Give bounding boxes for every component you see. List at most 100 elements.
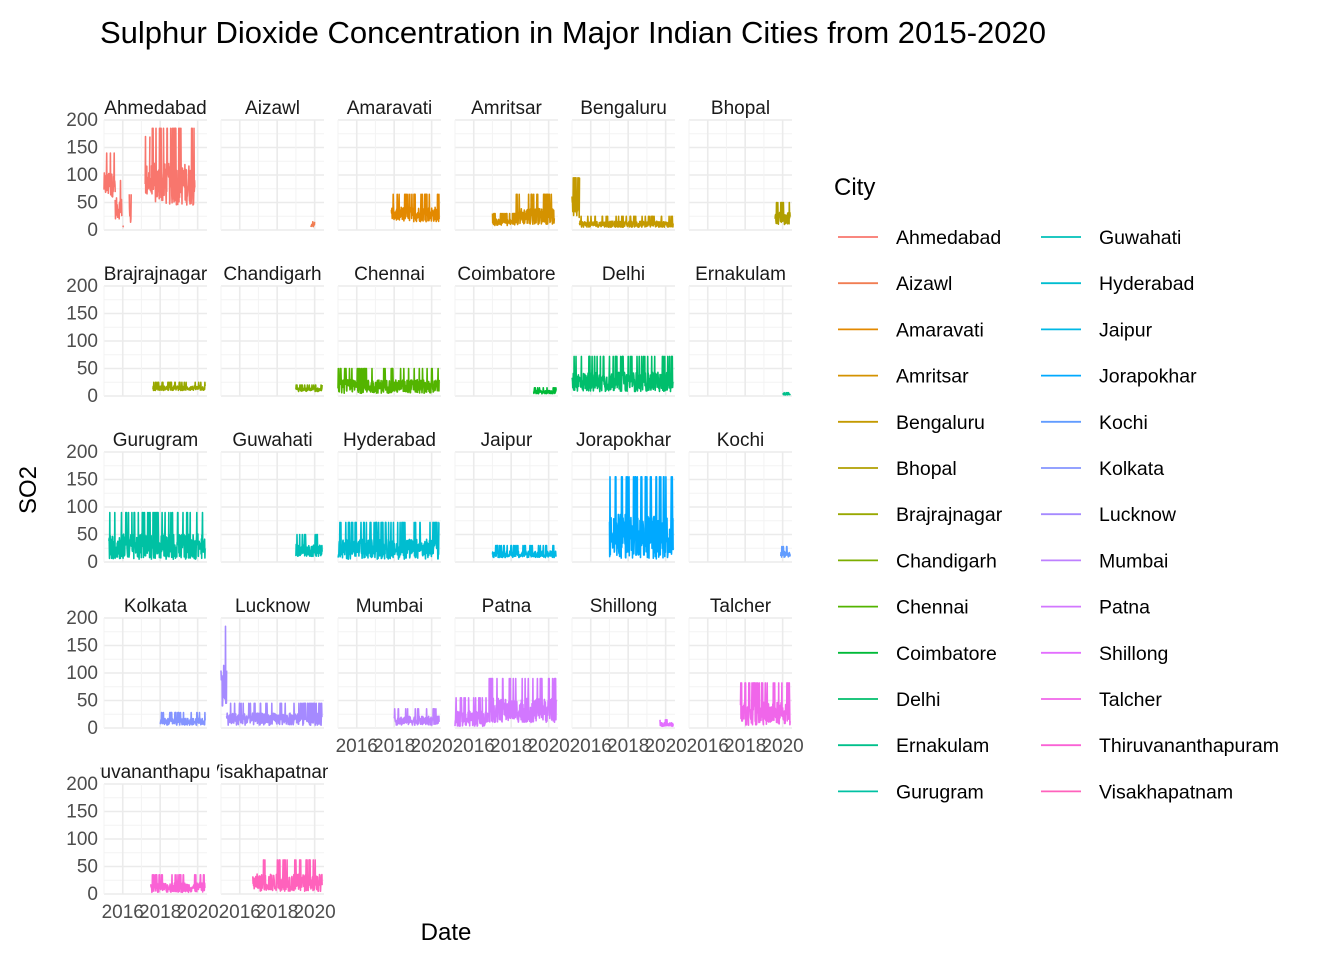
series-line-hyderabad bbox=[337, 521, 440, 561]
series-line-mumbai bbox=[393, 707, 440, 727]
facet-delhi: Delhi bbox=[571, 264, 675, 397]
facet-chandigarh: Chandigarh bbox=[220, 264, 324, 397]
facet-strip-label: Bengaluru bbox=[580, 98, 667, 119]
facet-strip-label: Thiruvananthapuram bbox=[68, 762, 243, 783]
legend-item-guwahati: Guwahati bbox=[1041, 227, 1181, 249]
facet-lucknow: Lucknow bbox=[220, 596, 324, 729]
y-tick-label: 50 bbox=[77, 359, 98, 380]
legend-label: Guwahati bbox=[1099, 227, 1181, 249]
facet-ahmedabad: Ahmedabad 0 50 100 150 200 bbox=[66, 98, 207, 241]
series-line-jaipur bbox=[491, 544, 557, 559]
series-line-ahmedabad bbox=[122, 225, 125, 228]
x-tick-label: 2016 bbox=[453, 736, 495, 757]
legend-item-bhopal: Bhopal bbox=[838, 458, 957, 480]
facet-gurugram: Gurugram 0 50 100 150 200 bbox=[66, 430, 207, 573]
series-line-patna bbox=[454, 696, 490, 728]
facet-strip-label: Kochi bbox=[717, 430, 765, 451]
facet-strip-label: Jorapokhar bbox=[576, 430, 672, 451]
x-tick-label: 2020 bbox=[761, 736, 803, 757]
legend-title: City bbox=[834, 174, 875, 201]
facet-grid: Ahmedabad 0 50 100 150 200 Aizawl Amaravati Amri… bbox=[66, 98, 803, 923]
facet-strip-label: Mumbai bbox=[356, 596, 424, 617]
facet-strip-label: Patna bbox=[482, 596, 532, 617]
legend-item-kochi: Kochi bbox=[1041, 412, 1148, 434]
legend-label: Kolkata bbox=[1099, 458, 1164, 480]
facet-bhopal: Bhopal bbox=[688, 98, 792, 231]
series-line-talcher bbox=[739, 682, 791, 727]
legend-label: Thiruvananthapuram bbox=[1099, 735, 1279, 757]
y-tick-label: 0 bbox=[87, 552, 98, 573]
series-line-ahmedabad bbox=[128, 194, 132, 223]
series-line-kolkata bbox=[159, 711, 206, 726]
series-line-amritsar bbox=[514, 193, 556, 226]
legend-label: Bhopal bbox=[896, 458, 957, 480]
y-tick-label: 100 bbox=[66, 829, 98, 850]
legend-item-kolkata: Kolkata bbox=[1041, 458, 1164, 480]
y-tick-label: 100 bbox=[66, 331, 98, 352]
series-line-bengaluru bbox=[571, 177, 581, 219]
facet-strip-label: Talcher bbox=[710, 596, 772, 617]
facet-strip-label: Delhi bbox=[602, 264, 645, 285]
y-tick-label: 0 bbox=[87, 718, 98, 739]
legend-item-ahmedabad: Ahmedabad bbox=[838, 227, 1001, 249]
legend-item-visakhapatnam: Visakhapatnam bbox=[1041, 781, 1233, 803]
facet-strip-label: Amritsar bbox=[471, 98, 542, 119]
x-tick-label: 2018 bbox=[607, 736, 649, 757]
facet-brajrajnagar: Brajrajnagar 0 50 100 150 200 bbox=[66, 264, 208, 407]
y-tick-label: 50 bbox=[77, 691, 98, 712]
legend-item-amritsar: Amritsar bbox=[838, 366, 969, 388]
facet-strip-label: Ahmedabad bbox=[104, 98, 206, 119]
legend-label: Shillong bbox=[1099, 643, 1168, 665]
x-axis-title: Date bbox=[421, 919, 472, 946]
y-tick-label: 0 bbox=[87, 386, 98, 407]
legend-label: Mumbai bbox=[1099, 550, 1168, 572]
series-line-ahmedabad bbox=[103, 152, 116, 198]
legend-label: Ahmedabad bbox=[896, 227, 1001, 249]
y-tick-label: 200 bbox=[66, 110, 98, 131]
series-line-amritsar bbox=[491, 212, 516, 227]
chart-title: Sulphur Dioxide Concentration in Major I… bbox=[100, 15, 1046, 50]
x-tick-label: 2016 bbox=[219, 902, 261, 923]
legend-label: Kochi bbox=[1099, 412, 1148, 434]
facet-strip-label: Brajrajnagar bbox=[104, 264, 208, 285]
facet-coimbatore: Coimbatore bbox=[454, 264, 558, 397]
series-line-ahmedabad bbox=[114, 179, 123, 220]
facet-strip-label: Amaravati bbox=[347, 98, 433, 119]
x-tick-label: 2016 bbox=[687, 736, 729, 757]
legend-item-shillong: Shillong bbox=[1041, 643, 1168, 665]
y-tick-label: 200 bbox=[66, 608, 98, 629]
series-line-chennai bbox=[337, 367, 440, 395]
facet-jorapokhar: Jorapokhar bbox=[571, 430, 675, 563]
y-tick-label: 150 bbox=[66, 470, 98, 491]
legend-label: Jorapokhar bbox=[1099, 366, 1197, 388]
legend-label: Bengaluru bbox=[896, 412, 985, 434]
legend-label: Delhi bbox=[896, 689, 940, 711]
series-line-ahmedabad bbox=[144, 135, 151, 195]
series-line-jorapokhar bbox=[608, 475, 674, 560]
x-tick-label: 2016 bbox=[336, 736, 378, 757]
legend-item-hyderabad: Hyderabad bbox=[1041, 273, 1194, 295]
series-line-shillong bbox=[659, 718, 674, 728]
y-tick-label: 150 bbox=[66, 304, 98, 325]
legend-label: Ernakulam bbox=[896, 735, 989, 757]
facet-strip-label: Kolkata bbox=[124, 596, 188, 617]
facet-strip-label: Gurugram bbox=[113, 430, 199, 451]
x-tick-label: 2018 bbox=[139, 902, 181, 923]
series-line-guwahati bbox=[295, 533, 323, 558]
x-tick-label: 2020 bbox=[176, 902, 218, 923]
y-axis-title: SO2 bbox=[15, 466, 42, 514]
facet-guwahati: Guwahati bbox=[220, 430, 324, 563]
facet-thiruvananthapuram: Thiruvananthapuram 0 50 100 150 200 2016201820… bbox=[66, 762, 243, 923]
facet-bengaluru: Bengaluru bbox=[571, 98, 675, 231]
x-tick-label: 2016 bbox=[570, 736, 612, 757]
facet-strip-label: Shillong bbox=[590, 596, 658, 617]
facet-aizawl: Aizawl bbox=[220, 98, 324, 231]
y-tick-label: 100 bbox=[66, 497, 98, 518]
y-tick-label: 50 bbox=[77, 857, 98, 878]
legend-item-patna: Patna bbox=[1041, 597, 1150, 619]
x-tick-label: 2020 bbox=[527, 736, 569, 757]
series-line-ernakulam bbox=[782, 391, 791, 396]
